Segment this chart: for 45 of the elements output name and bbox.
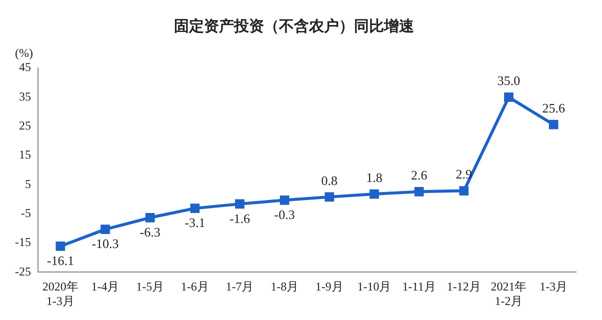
data-label: 1.8 xyxy=(366,170,382,185)
data-label: -16.1 xyxy=(46,253,74,268)
point xyxy=(190,204,200,213)
point xyxy=(100,224,110,234)
x-tick-label: 1-9月 xyxy=(315,280,344,294)
x-tick-label: 2020年 1-3月 xyxy=(42,280,78,308)
data-label: 2.6 xyxy=(410,168,428,183)
x-tick-label: 1-7月 xyxy=(226,280,254,294)
point xyxy=(235,199,244,209)
point xyxy=(548,120,558,130)
data-label: 25.6 xyxy=(542,100,566,116)
point xyxy=(459,186,469,196)
point xyxy=(280,195,290,205)
y-axis-title: (%) xyxy=(15,46,33,60)
x-tick-label: 1-10月 xyxy=(357,280,392,294)
y-tick-label: -5 xyxy=(20,206,31,220)
x-tick-label: 1-12月 xyxy=(446,280,481,294)
x-tick-label: 2021年 1-2月 xyxy=(490,280,527,308)
point xyxy=(56,242,66,251)
point xyxy=(370,189,379,199)
point xyxy=(414,187,424,196)
data-label: -6.3 xyxy=(140,224,160,240)
y-tick-label: 35 xyxy=(18,89,31,104)
data-label: 35.0 xyxy=(497,73,520,88)
y-tick-label: -15 xyxy=(14,235,31,250)
data-label: -1.6 xyxy=(229,210,251,226)
point xyxy=(324,192,334,202)
x-tick-label: 1-6月 xyxy=(180,280,209,294)
data-label: 0.8 xyxy=(321,172,338,188)
y-tick-label: 15 xyxy=(18,148,31,162)
data-label: -0.3 xyxy=(274,207,295,222)
y-tick-label: -25 xyxy=(14,264,31,278)
data-label: -3.1 xyxy=(184,215,206,230)
x-tick-label: 1-3月 xyxy=(540,280,568,294)
data-label: -10.3 xyxy=(92,236,119,252)
chart-title: 固定资产投资（不含农户）同比增速 xyxy=(174,16,415,35)
y-tick-label: 45 xyxy=(18,60,31,74)
x-tick-label: 1-8月 xyxy=(270,280,299,294)
x-tick-label: 1-5月 xyxy=(136,280,164,294)
y-tick-label: 25 xyxy=(18,118,31,132)
x-tick-label: 1-11月 xyxy=(402,280,436,294)
point xyxy=(145,212,155,222)
x-tick-label: 1-4月 xyxy=(91,280,120,294)
point xyxy=(504,92,514,102)
y-tick-label: 5 xyxy=(24,176,31,191)
